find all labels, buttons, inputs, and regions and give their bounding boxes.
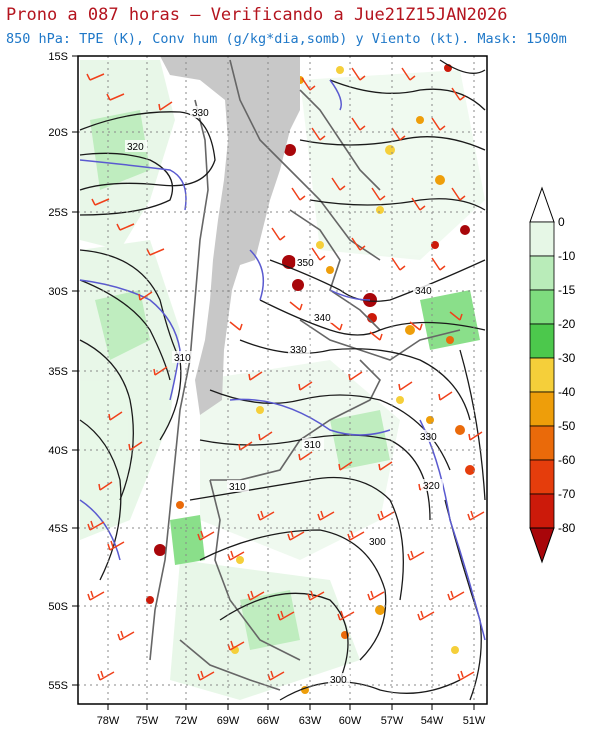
colorbar: 0 -10 -15 -20 -30 -40 -50 -60 -70 -80	[529, 186, 576, 564]
lon-label: 78W	[97, 715, 120, 727]
contour-label: 340	[415, 286, 432, 297]
map-title: Prono a 087 horas — Verificando a Jue21Z…	[6, 5, 508, 25]
lon-label: 57W	[381, 715, 404, 727]
colorbar-top-arrow	[529, 186, 555, 223]
lon-label: 72W	[175, 715, 198, 727]
lat-label: 25S	[48, 207, 68, 219]
lat-label: 30S	[48, 286, 68, 298]
lat-label: 35S	[48, 366, 68, 378]
lat-label: 55S	[48, 680, 68, 692]
colorbar-label: -20	[558, 317, 576, 331]
lat-label: 15S	[48, 51, 68, 63]
colorbar-swatch	[529, 459, 555, 495]
latitude-labels: 15S 20S 25S 30S 35S 40S 45S 50S 55S	[48, 51, 68, 692]
colorbar-swatch	[529, 255, 555, 291]
colorbar-swatch	[529, 357, 555, 393]
longitude-labels: 78W 75W 72W 69W 66W 63W 60W 57W 54W 51W	[97, 715, 486, 727]
contour-label: 330	[420, 432, 437, 443]
lon-label: 75W	[136, 715, 159, 727]
lat-label: 45S	[48, 523, 68, 535]
map-subtitle: 850 hPa: TPE (K), Conv hum (g/kg*dia,som…	[6, 31, 567, 47]
colorbar-swatch	[529, 391, 555, 427]
wind-barbs	[86, 67, 485, 681]
contour-label: 320	[423, 481, 440, 492]
colorbar-label: -70	[558, 487, 576, 501]
contour-label: 310	[229, 482, 246, 493]
contour-label: 300	[330, 675, 347, 686]
lon-label: 51W	[463, 715, 486, 727]
colorbar-label: -50	[558, 419, 576, 433]
lon-label: 60W	[339, 715, 362, 727]
contour-label: 330	[192, 108, 209, 119]
tpe-contours-blue	[79, 79, 486, 641]
colorbar-swatch	[529, 493, 555, 529]
colorbar-label: -60	[558, 453, 576, 467]
contour-label: 310	[304, 440, 321, 451]
gridlines	[78, 56, 487, 704]
colorbar-label: -80	[558, 521, 576, 535]
lat-label: 20S	[48, 127, 68, 139]
convection-spots	[146, 64, 475, 694]
colorbar-swatch	[529, 221, 555, 257]
contour-label: 350	[297, 258, 314, 269]
contour-label: 300	[369, 537, 386, 548]
contour-label: 340	[314, 313, 331, 324]
colorbar-label: -30	[558, 351, 576, 365]
lon-label: 66W	[257, 715, 280, 727]
colorbar-swatch	[529, 323, 555, 359]
lon-label: 69W	[217, 715, 240, 727]
latitude-axis	[72, 55, 78, 686]
colorbar-swatch	[529, 425, 555, 461]
colorbar-label: -40	[558, 385, 576, 399]
contour-labels: 330 320 350 340 340 330 310 310 330 310 …	[125, 106, 443, 686]
colorbar-swatch	[529, 289, 555, 325]
lon-label: 63W	[299, 715, 322, 727]
plot-frame	[77, 55, 488, 705]
colorbar-bottom-arrow	[529, 527, 555, 564]
contour-label: 310	[174, 353, 191, 364]
longitude-axis	[107, 704, 475, 710]
lon-label: 54W	[421, 715, 444, 727]
colorbar-label: 0	[558, 215, 565, 229]
colorbar-label: -10	[558, 249, 576, 263]
lat-label: 40S	[48, 445, 68, 457]
lat-label: 50S	[48, 601, 68, 613]
contour-label: 320	[127, 142, 144, 153]
colorbar-label: -15	[558, 283, 576, 297]
contour-label: 330	[290, 345, 307, 356]
